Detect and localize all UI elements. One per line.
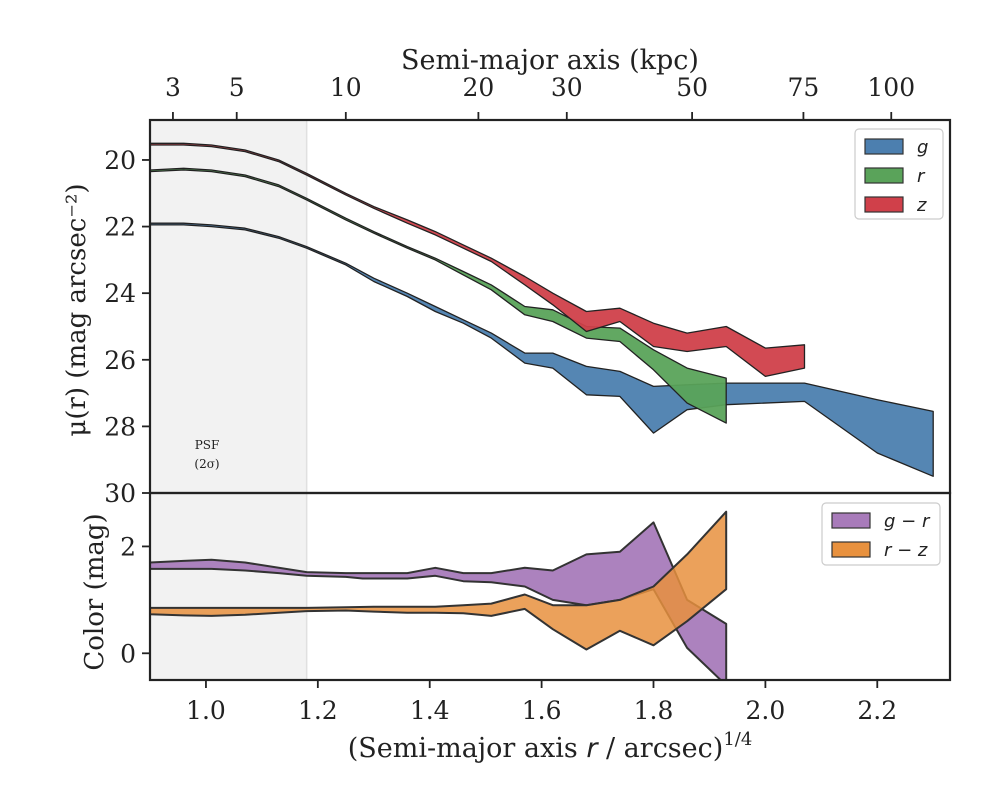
band-z <box>150 142 806 378</box>
x-title-exponent: 1/4 <box>723 729 752 750</box>
bottom-bands <box>150 510 728 680</box>
y-tick-label: 26 <box>104 346 136 375</box>
x-tick-label: 1.4 <box>410 696 450 725</box>
psf-label-sigma: (2σ) <box>194 457 219 471</box>
band-r-minus-z <box>150 510 728 651</box>
color-panel: 1.0 1.2 1.4 1.6 1.8 2.0 2.2 0 2 g − r r − z <box>120 491 952 725</box>
top-tick-label: 75 <box>788 73 820 102</box>
bottom-legend-swatch <box>831 541 871 558</box>
top-legend-swatch <box>864 196 904 213</box>
top-tick-label: 50 <box>676 73 708 102</box>
y-tick-label: 22 <box>104 213 136 242</box>
psf-label: PSF <box>195 438 220 452</box>
bottom-x-axis-title: (Semi-major axis r / arcsec)1/4 <box>348 729 753 764</box>
y-tick-label: 30 <box>104 479 136 508</box>
top-bands <box>150 142 934 477</box>
bottom-y-axis-title: Color (mag) <box>80 513 110 670</box>
bottom-ylabel-group: Color (mag) <box>80 513 110 670</box>
bottom-legend: g − r r − z <box>821 502 941 566</box>
x-title-main: (Semi-major axis <box>348 733 587 764</box>
psf-region <box>150 120 307 680</box>
top-tick-label: 3 <box>165 73 181 102</box>
x-tick-label: 2.2 <box>857 696 897 725</box>
top-axis-title: Semi-major axis (kpc) <box>401 45 699 76</box>
y-tick-label: 28 <box>104 412 136 441</box>
bottom-legend-swatch <box>831 512 871 529</box>
top-legend-swatch <box>864 138 904 155</box>
top-y-axis-title: μ(r) (mag arcsec⁻²) <box>62 183 92 436</box>
top-tick-label: 30 <box>551 73 583 102</box>
top-legend-entry: r <box>917 166 926 187</box>
y-tick-label: 20 <box>104 146 136 175</box>
band-r <box>150 167 727 424</box>
top-legend-entry: g <box>917 137 928 158</box>
top-tick-label: 100 <box>867 73 915 102</box>
top-tick-label: 5 <box>229 73 245 102</box>
x-tick-label: 2.0 <box>746 696 786 725</box>
top-tick-label: 10 <box>330 73 362 102</box>
x-title-var: r <box>586 733 599 764</box>
x-tick-label: 1.2 <box>298 696 338 725</box>
top-tick-label: 20 <box>462 73 494 102</box>
top-ylabel-group: μ(r) (mag arcsec⁻²) <box>62 183 92 436</box>
top-legend: grz <box>854 128 944 220</box>
x-tick-label: 1.6 <box>522 696 562 725</box>
y-tick-label: 24 <box>104 279 136 308</box>
bottom-frame <box>148 491 952 682</box>
top-legend-entry: z <box>916 195 927 216</box>
band-g <box>150 222 934 477</box>
y-tick-label: 0 <box>120 639 136 668</box>
band-g-minus-r <box>150 521 728 680</box>
x-tick-label: 1.0 <box>186 696 226 725</box>
top-legend-swatch <box>864 167 904 184</box>
bottom-legend-entry: g − r <box>884 511 931 532</box>
bottom-legend-entry: r − z <box>884 540 928 561</box>
x-tick-label: 1.8 <box>634 696 674 725</box>
y-tick-label: 2 <box>120 532 136 561</box>
x-title-unit: / arcsec) <box>597 733 723 764</box>
